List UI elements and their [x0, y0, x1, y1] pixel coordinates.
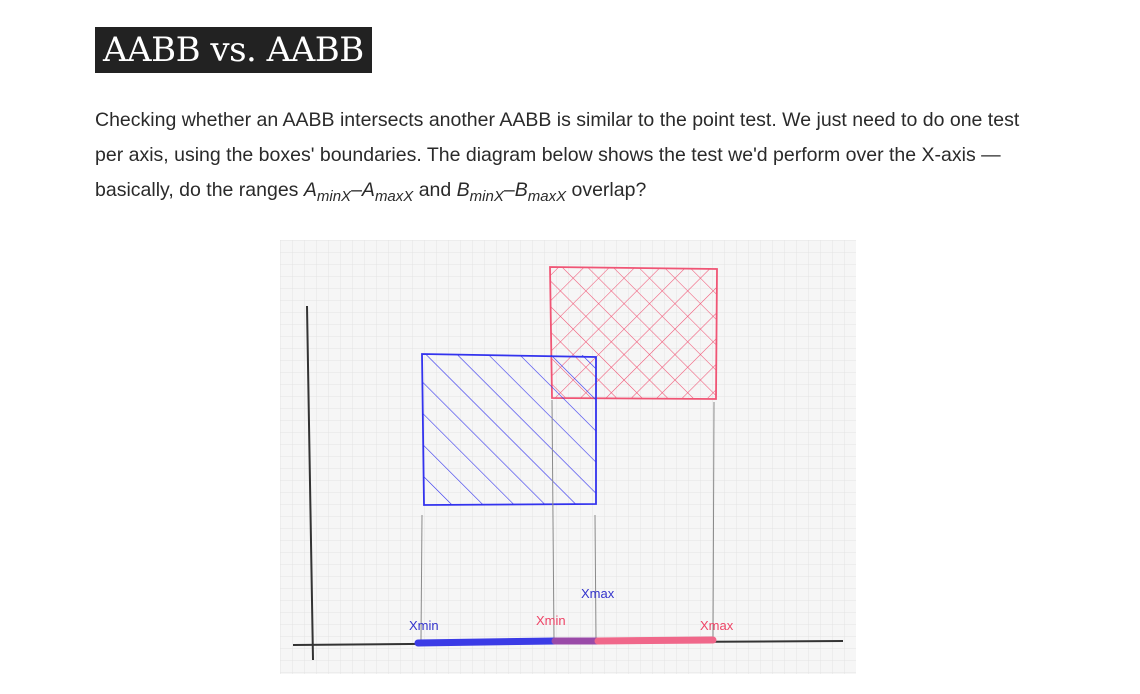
projection-lines — [420, 399, 715, 641]
var-b-2: B — [514, 179, 528, 201]
range-dash-b: – — [503, 179, 515, 201]
label-a-xmin: Xmin — [409, 618, 439, 633]
paragraph-line-1: Checking whether an AABB intersects anot… — [95, 109, 1020, 131]
var-b: B — [456, 179, 470, 201]
range-bar-b — [594, 636, 717, 645]
label-a-xmax: Xmax — [581, 586, 615, 601]
paragraph-line-3-prefix: basically, do the ranges — [95, 179, 304, 201]
diagram-canvas: Xmin Xmax Xmin Xmax — [280, 240, 856, 674]
sub-a-max: maxX — [374, 188, 414, 205]
paragraph-suffix: overlap? — [566, 179, 647, 201]
range-dash-a: – — [351, 179, 362, 201]
var-a-2: A — [361, 179, 375, 201]
and-text: and — [413, 179, 457, 201]
sub-b-max: maxX — [527, 188, 567, 205]
explanation-paragraph: Checking whether an AABB intersects anot… — [95, 103, 1055, 208]
var-a: A — [303, 179, 317, 201]
sub-a-min: minX — [316, 188, 352, 205]
sub-b-min: minX — [469, 188, 504, 205]
range-bar-a — [414, 637, 559, 647]
box-a — [421, 353, 597, 506]
label-b-xmax: Xmax — [700, 618, 734, 633]
label-b-xmin: Xmin — [536, 613, 566, 628]
y-axis — [306, 305, 314, 661]
aabb-overlap-diagram: Xmin Xmax Xmin Xmax — [280, 240, 856, 674]
section-heading: AABB vs. AABB — [95, 27, 372, 73]
box-b — [549, 266, 718, 400]
paragraph-line-2: per axis, using the boxes' boundaries. T… — [95, 144, 1001, 166]
